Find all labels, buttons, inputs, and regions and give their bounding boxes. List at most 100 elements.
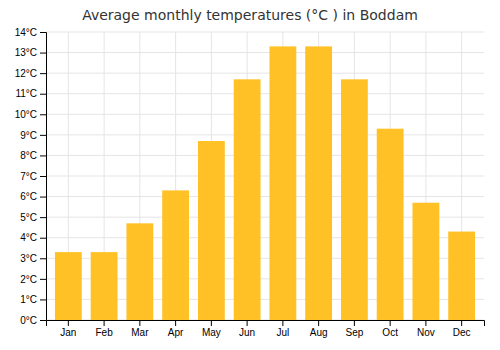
bar [91,252,118,320]
x-tick-mark [211,320,212,326]
bar [341,79,368,320]
y-tick-mark [40,155,46,156]
x-tick-mark [425,320,426,326]
grid-line-y [46,93,484,94]
y-tick: 14°C [15,27,46,38]
y-tick-label: 10°C [15,109,37,120]
y-tick: 12°C [15,68,46,79]
y-tick-label: 8°C [20,150,37,161]
x-tick: Oct [382,320,398,338]
x-tick-label: Mar [131,327,149,338]
y-tick: 10°C [15,109,46,120]
x-tick-label: May [202,327,221,338]
x-tick-label: Jul [276,327,289,338]
grid-line-y [46,155,484,156]
x-tick-label: Sep [345,327,363,338]
grid-line-y [46,176,484,177]
y-tick-mark [40,320,46,321]
y-tick-label: 11°C [15,88,37,99]
y-tick-mark [40,94,46,95]
x-tick: Jan [60,320,76,338]
x-tick: Nov [417,320,435,338]
x-tick-mark [318,320,319,326]
y-tick: 7°C [20,171,46,182]
y-axis-line [40,33,47,321]
x-tick-label: Feb [95,327,113,338]
y-tick-mark [40,217,46,218]
bar [126,223,153,320]
bar [448,232,475,320]
y-tick: 5°C [20,212,46,223]
bar [305,46,332,320]
bars [55,46,475,320]
bar [234,79,261,320]
y-tick-mark [40,238,46,239]
y-tick-mark [40,279,46,280]
y-axis: 0°C 1°C 2°C 3°C 4°C 5°C 6°C 7°C 8°C 9°C 10°C 11°C 12… [15,27,47,326]
y-tick-label: 14°C [15,27,37,38]
x-tick: Apr [168,320,184,338]
bar [198,141,225,320]
y-tick-mark [40,73,46,74]
grid-line-y [46,134,484,135]
x-tick-label: Oct [382,327,398,338]
x-tick: Sep [345,320,363,338]
x-tick-mark [139,320,140,326]
grid-line-y [46,196,484,197]
y-tick-mark [40,197,46,198]
grid-line-y [46,32,484,33]
y-tick: 0°C [20,315,46,326]
y-tick: 9°C [20,130,46,141]
x-axis-line [47,321,485,327]
grid-line-y [46,73,484,74]
y-tick: 3°C [20,253,46,264]
x-tick-mark [390,320,391,326]
y-tick-mark [40,299,46,300]
x-tick-label: Nov [417,327,435,338]
x-axis: Jan Feb Mar Apr May Jun Jul Aug Sep Oct Nov Dec [47,320,485,338]
x-tick-mark [175,320,176,326]
bar [377,129,404,320]
y-tick: 13°C [15,47,46,58]
bar [412,203,439,320]
x-tick-mark [68,320,69,326]
y-tick-label: 9°C [20,130,37,141]
y-tick-label: 6°C [20,191,37,202]
chart: Average monthly temperatures (°C ) in Bo… [0,0,500,350]
y-tick-label: 7°C [20,171,37,182]
x-tick-label: Dec [453,327,471,338]
y-tick-label: 3°C [20,253,37,264]
x-tick-label: Jun [239,327,255,338]
x-tick: Jun [239,320,255,338]
grid-line-y [46,52,484,53]
x-tick: Feb [95,320,113,338]
y-tick-label: 4°C [20,232,37,243]
x-tick-label: Aug [310,327,328,338]
bar [269,46,296,320]
bar [55,252,82,320]
x-tick-mark [461,320,462,326]
x-tick-mark [354,320,355,326]
x-tick-mark [104,320,105,326]
y-tick: 1°C [20,294,46,305]
grid [46,32,484,320]
y-tick-mark [40,258,46,259]
x-tick-mark [247,320,248,326]
y-tick: 6°C [20,191,46,202]
y-tick-label: 2°C [20,274,37,285]
y-tick-mark [40,32,46,33]
y-tick: 8°C [20,150,46,161]
y-tick: 11°C [15,88,46,99]
plot: 0°C 1°C 2°C 3°C 4°C 5°C 6°C 7°C 8°C 9°C 10°C 11°C 12… [15,27,485,338]
y-tick: 4°C [20,232,46,243]
y-tick-mark [40,53,46,54]
x-tick-mark [282,320,283,326]
y-tick: 2°C [20,274,46,285]
y-tick-mark [40,135,46,136]
title: Average monthly temperatures (°C ) in Bo… [82,7,418,23]
x-tick: Mar [131,320,149,338]
y-tick-mark [40,114,46,115]
x-tick-label: Apr [168,327,184,338]
y-tick-label: 5°C [20,212,37,223]
bar [162,190,189,320]
